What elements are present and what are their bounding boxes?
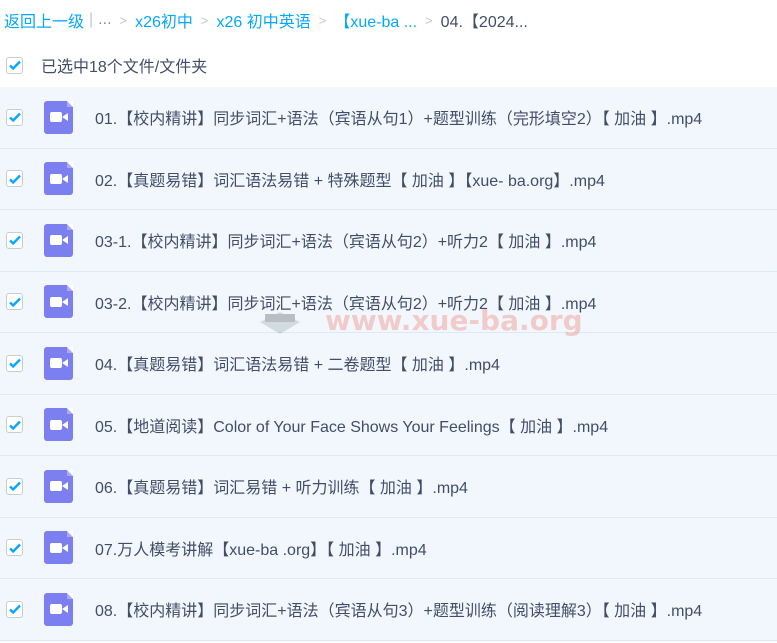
file-name[interactable]: 03-1.【校内精讲】同步词汇+语法（宾语从句2）+听力2【 加油 】.mp4 [95, 234, 597, 252]
file-name[interactable]: 02.【真题易错】词汇语法易错 + 特殊题型【 加油 】【xue- ba.org… [95, 172, 605, 190]
file-row[interactable]: 05.【地道阅读】Color of Your Face Shows Your F… [0, 394, 777, 456]
check-icon [8, 604, 21, 615]
back-link[interactable]: 返回上一级 [4, 14, 85, 31]
divider: | [89, 11, 94, 28]
file-row[interactable]: 07.万人模考讲解【xue-ba .org】【 加油 】.mp4 [0, 517, 777, 579]
video-file-icon [44, 592, 73, 626]
file-checkbox[interactable] [6, 416, 23, 434]
video-file-icon [44, 285, 73, 319]
breadcrumb-item[interactable]: 【xue-ba ... [334, 14, 418, 31]
file-checkbox[interactable] [6, 354, 23, 372]
file-name[interactable]: 05.【地道阅读】Color of Your Face Shows Your F… [95, 418, 609, 436]
check-icon [8, 60, 21, 71]
check-icon [8, 297, 21, 307]
check-icon [8, 543, 21, 553]
file-row[interactable]: 06.【真题易错】词汇易错 + 听力训练【 加油 】.mp4 [0, 456, 777, 518]
video-file-icon [44, 223, 73, 257]
chevron-right-icon: > [425, 12, 433, 28]
check-icon [8, 174, 21, 184]
video-file-icon [44, 100, 73, 134]
file-checkbox[interactable] [6, 108, 23, 126]
breadcrumb-current: 04.【2024... [440, 14, 528, 31]
file-row[interactable]: 03-2.【校内精讲】同步词汇+语法（宾语从句2）+听力2【 加油 】.mp4 [0, 271, 777, 333]
breadcrumb-item[interactable]: x26初中 [135, 14, 193, 31]
check-icon [8, 481, 21, 492]
check-icon [8, 420, 21, 430]
file-row[interactable]: 03-1.【校内精讲】同步词汇+语法（宾语从句2）+听力2【 加油 】.mp4 [0, 210, 777, 272]
breadcrumb-item[interactable]: x26 初中英语 [216, 14, 311, 31]
video-file-icon [44, 346, 73, 380]
file-name[interactable]: 04.【真题易错】词汇语法易错 + 二卷题型【 加油 】.mp4 [95, 357, 500, 375]
file-name[interactable]: 06.【真题易错】词汇易错 + 听力训练【 加油 】.mp4 [95, 480, 468, 498]
breadcrumb-ellipsis[interactable]: ... [98, 11, 112, 28]
check-icon [8, 358, 21, 369]
breadcrumb: 返回上一级 | ... > x26初中 > x26 初中英语 > 【xue-ba… [4, 8, 528, 32]
file-checkbox[interactable] [6, 293, 23, 311]
video-file-icon [44, 408, 73, 442]
file-name[interactable]: 03-2.【校内精讲】同步词汇+语法（宾语从句2）+听力2【 加油 】.mp4 [95, 295, 597, 313]
file-checkbox[interactable] [6, 600, 23, 618]
select-all-row: 已选中18个文件/文件夹 [6, 53, 207, 77]
chevron-right-icon: > [200, 12, 209, 28]
file-checkbox[interactable] [6, 539, 23, 557]
video-file-icon [44, 531, 73, 565]
check-icon [8, 112, 21, 123]
video-file-icon [44, 162, 73, 196]
chevron-right-icon: > [318, 12, 327, 28]
check-icon [8, 235, 21, 246]
file-name[interactable]: 01.【校内精讲】同步词汇+语法（宾语从句1）+题型训练（完形填空2）【 加油 … [95, 111, 703, 129]
file-row[interactable]: 08.【校内精讲】同步词汇+语法（宾语从句3）+题型训练（阅读理解3）【 加油 … [0, 579, 777, 641]
select-all-checkbox[interactable] [6, 56, 23, 74]
file-row[interactable]: 01.【校内精讲】同步词汇+语法（宾语从句1）+题型训练（完形填空2）【 加油 … [0, 87, 777, 149]
file-checkbox[interactable] [6, 170, 23, 188]
file-name[interactable]: 08.【校内精讲】同步词汇+语法（宾语从句3）+题型训练（阅读理解3）【 加油 … [95, 603, 703, 621]
file-row[interactable]: 02.【真题易错】词汇语法易错 + 特殊题型【 加油 】【xue- ba.org… [0, 148, 777, 210]
file-checkbox[interactable] [6, 477, 23, 495]
file-list: 01.【校内精讲】同步词汇+语法（宾语从句1）+题型训练（完形填空2）【 加油 … [0, 87, 777, 641]
selection-count: 已选中18个文件/文件夹 [41, 59, 208, 76]
file-checkbox[interactable] [6, 231, 23, 249]
video-file-icon [44, 469, 73, 503]
file-row[interactable]: 04.【真题易错】词汇语法易错 + 二卷题型【 加油 】.mp4 [0, 333, 777, 395]
file-name[interactable]: 07.万人模考讲解【xue-ba .org】【 加油 】.mp4 [95, 541, 427, 559]
chevron-right-icon: > [119, 12, 128, 28]
